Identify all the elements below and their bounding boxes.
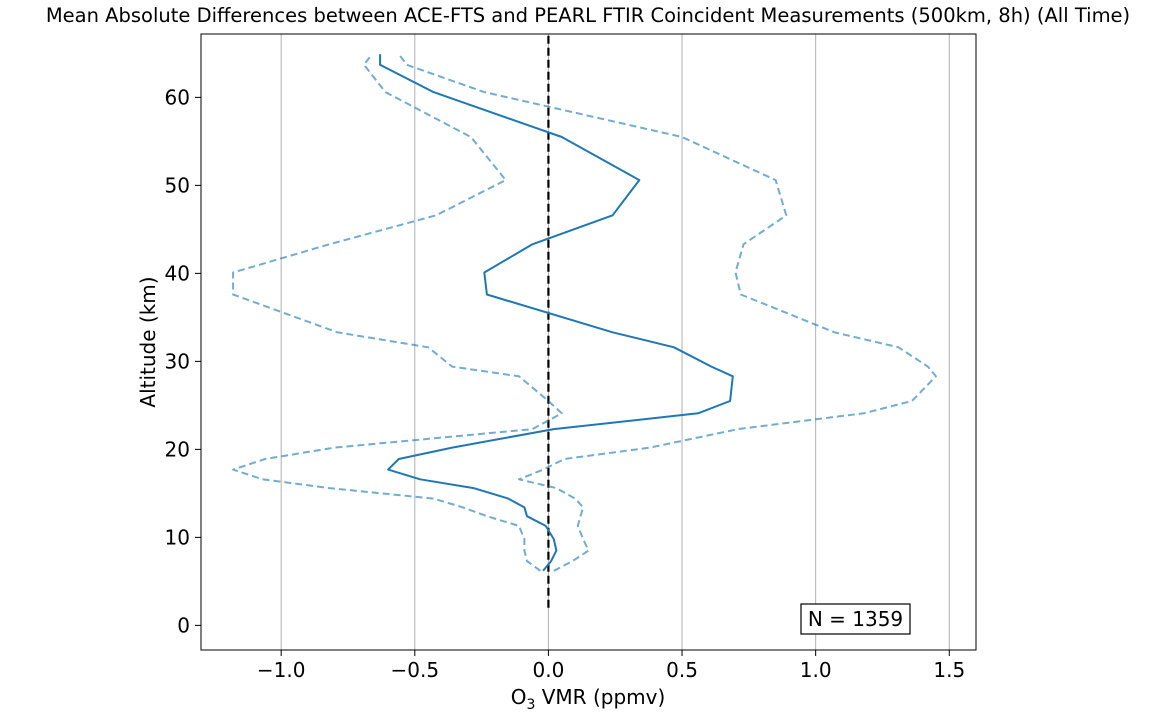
sample-count-label: N = 1359 [808,607,903,631]
x-tick-label: 0.0 [533,658,565,682]
sample-count-box: N = 1359 [800,603,911,635]
x-tick-label: 1.5 [933,658,965,682]
x-tick-label: −0.5 [391,658,440,682]
lower-bound-line [232,53,563,572]
x-axis-label-subscript: 3 [526,697,535,713]
x-tick-label: −1.0 [257,658,306,682]
x-axis-label-main: O [511,685,527,709]
mean-line [379,54,734,572]
y-tick-label: 50 [165,173,190,197]
x-axis-label-rest: VMR (ppmv) [535,685,665,709]
series-layer [232,53,937,572]
y-tick-label: 0 [177,613,190,637]
x-axis-label: O3 VMR (ppmv) [511,685,666,713]
y-tick-label: 40 [165,261,190,285]
plot-area-frame [200,33,977,651]
x-axis: −1.0 −0.5 0.0 0.5 1.0 1.5 [257,650,965,682]
x-tick-label: 1.0 [800,658,832,682]
y-tick-label: 30 [165,349,190,373]
upper-bound-line [398,53,937,572]
sample-count-frame [800,603,911,635]
y-tick-label: 20 [165,437,190,461]
x-tick-label: 0.5 [666,658,698,682]
y-tick-label: 60 [165,85,190,109]
gridlines [280,34,950,650]
y-axis-label: Altitude (km) [136,276,160,407]
y-tick-label: 10 [165,525,190,549]
chart-title: Mean Absolute Differences between ACE-FT… [46,4,1130,27]
y-axis: 0 10 20 30 40 50 60 [165,85,201,637]
